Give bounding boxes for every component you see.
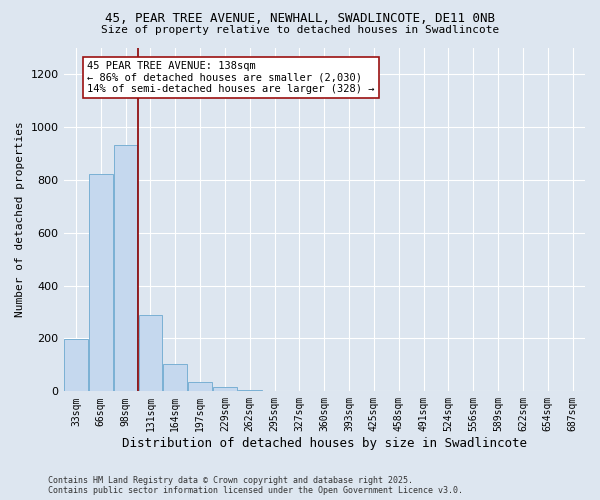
Y-axis label: Number of detached properties: Number of detached properties [15,122,25,318]
Text: Contains HM Land Registry data © Crown copyright and database right 2025.
Contai: Contains HM Land Registry data © Crown c… [48,476,463,495]
Bar [263,391,286,392]
Text: Size of property relative to detached houses in Swadlincote: Size of property relative to detached ho… [101,25,499,35]
X-axis label: Distribution of detached houses by size in Swadlincote: Distribution of detached houses by size … [122,437,527,450]
Bar [213,388,237,392]
Text: 45, PEAR TREE AVENUE, NEWHALL, SWADLINCOTE, DE11 0NB: 45, PEAR TREE AVENUE, NEWHALL, SWADLINCO… [105,12,495,26]
Bar [238,390,262,392]
Text: 45 PEAR TREE AVENUE: 138sqm
← 86% of detached houses are smaller (2,030)
14% of : 45 PEAR TREE AVENUE: 138sqm ← 86% of det… [87,60,374,94]
Bar [89,174,113,392]
Bar [163,364,187,392]
Bar [64,340,88,392]
Bar [188,382,212,392]
Bar [139,314,162,392]
Bar [114,146,137,392]
